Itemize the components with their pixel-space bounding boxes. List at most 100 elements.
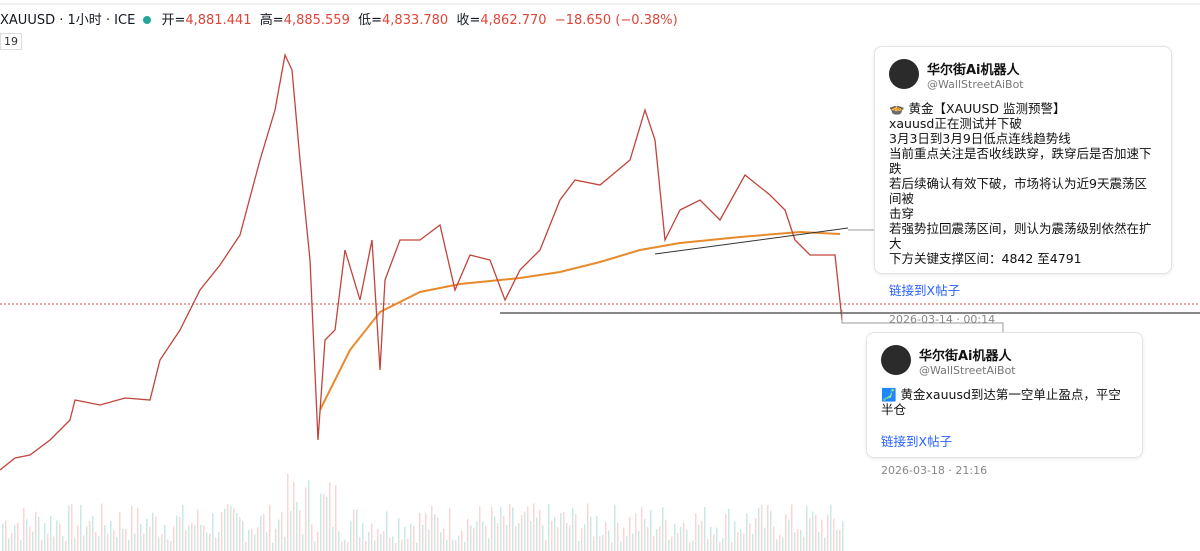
volume-bar [101, 503, 103, 551]
volume-bar [671, 536, 673, 551]
volume-bar [782, 537, 784, 551]
volume-bar [329, 482, 331, 551]
volume-bar [221, 512, 223, 551]
tweet-link[interactable]: 链接到X帖子 [889, 283, 961, 298]
label: 低= [358, 13, 383, 28]
volume-bar [35, 511, 37, 551]
volume-bar [485, 526, 487, 551]
volume-bar [236, 513, 238, 551]
volume-bar [503, 515, 505, 551]
volume-bar [638, 530, 640, 551]
volume-bar [80, 504, 82, 551]
volume-bar [425, 513, 427, 551]
volume-bar [533, 503, 535, 551]
volume-bar [362, 523, 364, 551]
volume-bar [809, 518, 811, 551]
volume-bar [368, 531, 370, 551]
volume-bar [557, 527, 559, 551]
volume-bar [125, 528, 127, 551]
volume-bar [695, 513, 697, 551]
volume-bar [449, 507, 451, 551]
volume-bar [128, 539, 130, 551]
volume-bar [344, 539, 346, 551]
volume-bar [104, 525, 106, 551]
tweet-line: xauusd正在测试并下破 [889, 116, 1022, 131]
volume-bar [290, 511, 292, 551]
volume-bar [575, 514, 577, 551]
volume-bar [527, 506, 529, 551]
volume-bar [248, 530, 250, 551]
symbol-header: XAUUSD · 1小时 · ICE 开=4,881.441 高=4,885.5… [0, 9, 678, 28]
volume-bar [701, 520, 703, 551]
volume-bar [419, 512, 421, 551]
low: 4,833.780 [382, 13, 449, 28]
volume-bar [119, 512, 121, 551]
volume-bar [374, 540, 376, 551]
tweet-card[interactable]: 华尔街Ai机器人 @WallStreetAiBot 🗾 黄金xauusd到达第一空单… [866, 332, 1143, 477]
volume-bar [842, 520, 844, 551]
volume-bar [89, 520, 91, 551]
volume-bar [581, 528, 583, 551]
volume-bar [680, 526, 682, 551]
volume-bar [302, 534, 304, 551]
volume-bar [653, 535, 655, 551]
volume-bar [116, 536, 118, 551]
volume-bar [38, 516, 40, 551]
volume-bar [398, 518, 400, 551]
volume-bar [272, 542, 274, 551]
volume-bar [635, 513, 637, 551]
volume-bar [440, 532, 442, 551]
tweet-card[interactable]: 华尔街Ai机器人 @WallStreetAiBot 🍲 黄金【XAUUSD 监测预警… [874, 46, 1172, 326]
volume-bar [773, 526, 775, 551]
volume-bar [32, 531, 34, 551]
volume-bar [512, 507, 514, 551]
label: 收= [456, 13, 481, 28]
volume-bar [470, 525, 472, 551]
volume-bar [404, 526, 406, 551]
volume-bar [752, 533, 754, 551]
volume-bar [650, 509, 652, 551]
volume-bar [815, 514, 817, 551]
volume-bar [152, 512, 154, 551]
tweet-link[interactable]: 链接到X帖子 [881, 434, 953, 449]
volume-bar [239, 517, 241, 551]
tweet-time: 2026-03-18 · 21:16 [881, 464, 988, 477]
volume-bar [380, 533, 382, 551]
volume-bar [11, 533, 13, 551]
volume-bar [422, 524, 424, 551]
volume-bar [320, 493, 322, 551]
volume-bar [599, 536, 601, 551]
volume-bar [506, 524, 508, 551]
close: 4,862.770 [480, 13, 547, 28]
volume [2, 473, 844, 551]
volume-bar [509, 504, 511, 551]
volume-bar [56, 520, 58, 551]
volume-bar [545, 539, 547, 551]
volume-bar [779, 534, 781, 551]
volume-bar [26, 519, 28, 551]
volume-bar [641, 506, 643, 551]
volume-bar [164, 524, 166, 551]
tweet-line: 🗾 黄金xauusd到达第一空单止盈点，平空半仓 [881, 387, 1121, 417]
volume-bar [299, 510, 301, 551]
author-handle: @WallStreetAiBot [919, 364, 1016, 377]
volume-bar [800, 530, 802, 551]
volume-bar [332, 526, 334, 551]
volume-bar [836, 529, 838, 551]
avatar [889, 59, 919, 89]
volume-bar [494, 516, 496, 551]
volume-bar [623, 527, 625, 551]
volume-bar [143, 533, 145, 551]
volume-bar [203, 525, 205, 551]
volume-bar [761, 505, 763, 551]
volume-bar [587, 503, 589, 551]
author-name: 华尔街Ai机器人 [927, 63, 1020, 78]
volume-bar [521, 514, 523, 551]
volume-bar [341, 541, 343, 551]
volume-bar [497, 523, 499, 551]
volume-bar [41, 539, 43, 551]
tweet-line: 下方关键支撑区间：4842 至4791 [889, 251, 1082, 266]
volume-bar [74, 538, 76, 551]
volume-bar [17, 522, 19, 551]
volume-bar [311, 524, 313, 551]
